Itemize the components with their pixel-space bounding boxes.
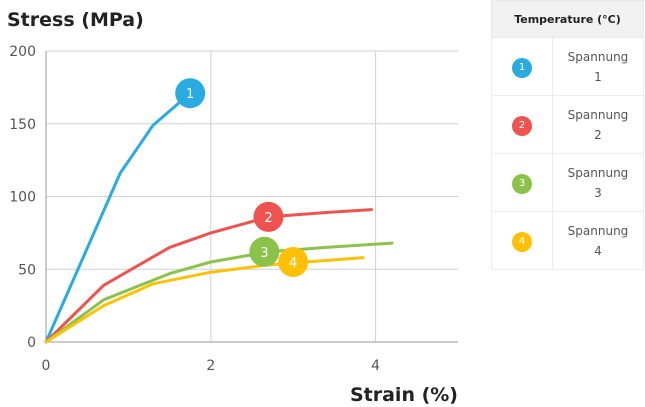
x-tick-label: 2 <box>206 358 215 374</box>
marker-circle <box>249 236 280 267</box>
legend-dot: 2 <box>512 116 532 136</box>
marker-label: 3 <box>260 246 268 261</box>
legend-header-row: Temperature (°C) <box>491 0 644 38</box>
legend-label-line2: 4 <box>594 243 602 258</box>
y-tick-label: 150 <box>9 117 36 133</box>
series-markers: 1 2 3 4 <box>175 78 309 277</box>
marker-circle <box>175 78 206 109</box>
legend-label-line2: 1 <box>594 69 602 84</box>
legend-label-cell: Spannung 1 <box>552 37 644 96</box>
legend-dot: 1 <box>512 58 532 78</box>
legend-row: 2 Spannung 2 <box>491 95 644 154</box>
legend-row: 1 Spannung 1 <box>491 37 644 96</box>
legend-label-line1: Spannung <box>567 107 629 122</box>
marker-circle <box>253 201 284 232</box>
legend-dot: 4 <box>512 232 532 252</box>
legend-label-cell: Spannung 2 <box>552 95 644 154</box>
series-marker-2: 2 <box>253 201 284 232</box>
x-tick-label: 0 <box>42 358 51 374</box>
marker-circle <box>278 246 309 277</box>
series-marker-1: 1 <box>175 78 206 109</box>
legend-table: Temperature (°C) 1 Spannung 1 2 Spannung 2 3 Sp… <box>491 0 644 270</box>
legend-row: 4 Spannung 4 <box>491 211 644 270</box>
marker-label: 1 <box>186 87 194 102</box>
legend-title: Temperature (°C) <box>491 0 644 38</box>
legend-num-cell: 4 <box>491 211 553 270</box>
marker-label: 4 <box>289 256 297 271</box>
legend-label-line1: Spannung <box>567 165 629 180</box>
legend-label-line2: 2 <box>594 127 602 142</box>
series-lines <box>44 91 394 344</box>
marker-label: 2 <box>264 211 272 226</box>
axis-lines <box>45 51 458 343</box>
legend-label-line2: 3 <box>594 185 602 200</box>
stress-strain-chart: 0 50 100 150 200 0 2 4 1 2 3 4 Stress (MPa) Strain… <box>7 9 458 406</box>
series-marker-4: 4 <box>278 246 309 277</box>
y-tick-label: 100 <box>9 190 36 206</box>
legend-num-cell: 3 <box>491 153 553 212</box>
series-line-3 <box>44 241 394 344</box>
series-line-2 <box>44 208 373 344</box>
legend-label-cell: Spannung 4 <box>552 211 644 270</box>
series-line-1 <box>44 91 192 344</box>
series-marker-3: 3 <box>249 236 280 267</box>
y-axis-title: Stress (MPa) <box>7 9 144 31</box>
tick-labels: 0 50 100 150 200 0 2 4 <box>9 44 380 374</box>
y-tick-label: 0 <box>27 335 36 351</box>
x-tick-label: 4 <box>371 358 380 374</box>
legend-num-cell: 2 <box>491 95 553 154</box>
legend-row: 3 Spannung 3 <box>491 153 644 212</box>
legend-dot: 3 <box>512 174 532 194</box>
y-tick-label: 50 <box>18 262 36 278</box>
legend-num-cell: 1 <box>491 37 553 96</box>
grid-lines <box>46 50 458 342</box>
y-tick-label: 200 <box>9 44 36 60</box>
series-line-4 <box>44 256 365 344</box>
legend-label-cell: Spannung 3 <box>552 153 644 212</box>
x-axis-title: Strain (%) <box>350 384 458 406</box>
legend-label-line1: Spannung <box>567 49 629 64</box>
legend-label-line1: Spannung <box>567 223 629 238</box>
